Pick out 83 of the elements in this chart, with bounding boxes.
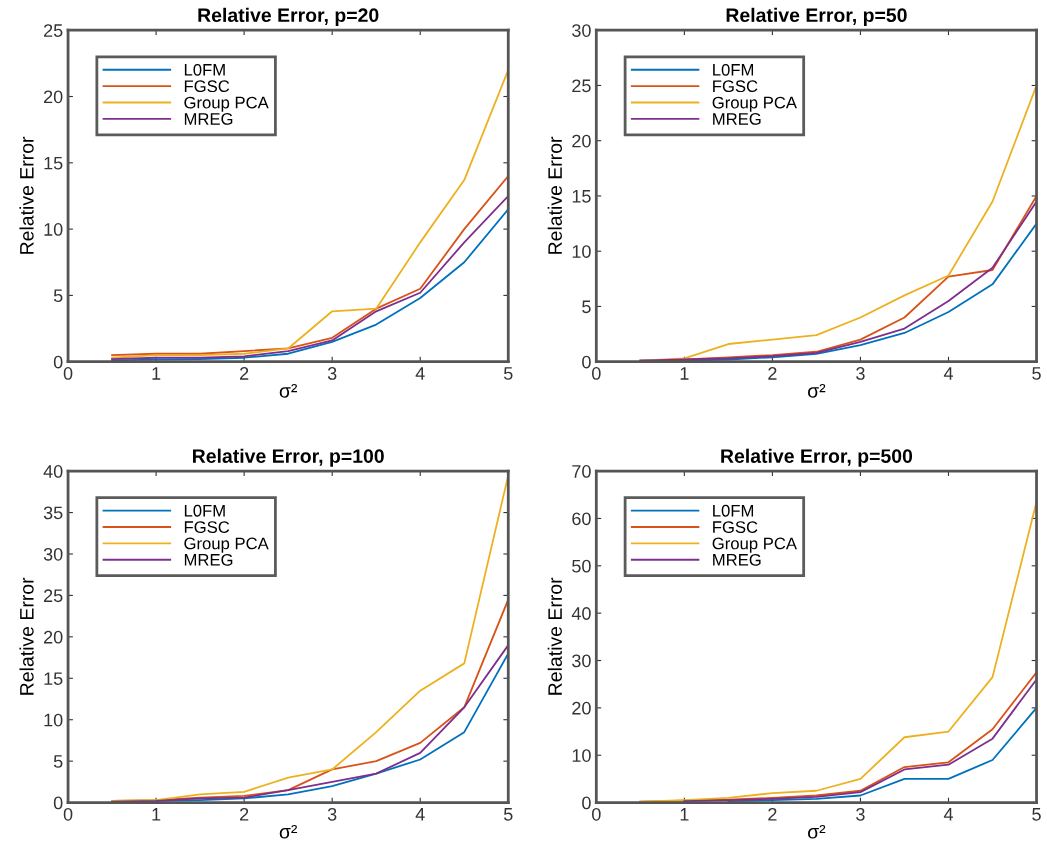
x-tick-label: 1	[152, 367, 161, 380]
x-axis-title: σ²	[808, 383, 826, 398]
x-tick-label: 2	[240, 367, 249, 380]
y-axis-title: Relative Error	[547, 577, 562, 695]
y-tick-label: 10	[572, 749, 591, 762]
y-tick-label: 20	[572, 134, 591, 148]
x-tick-label: 4	[943, 808, 953, 821]
y-axis-title: Relative Error	[19, 136, 34, 254]
x-tick-label: 0	[592, 807, 601, 821]
chart-title: Relative Error, p=500	[721, 448, 913, 467]
legend-label: FGSC	[184, 80, 230, 93]
y-tick-label: 25	[572, 79, 591, 93]
y-tick-label: 0	[582, 355, 591, 369]
y-tick-label: 15	[44, 156, 63, 170]
legend-label: Group PCA	[184, 96, 269, 112]
y-tick-label: 50	[572, 559, 591, 573]
y-tick-label: 15	[572, 190, 591, 203]
legend-label: Group PCA	[712, 537, 797, 553]
x-tick-label: 2	[240, 807, 249, 821]
y-tick-label: 10	[44, 713, 63, 727]
y-tick-label: 40	[43, 465, 63, 478]
y-tick-label: 20	[44, 90, 63, 104]
y-tick-label: 35	[43, 506, 63, 520]
y-tick-label: 25	[44, 589, 63, 603]
x-tick-label: 1	[680, 367, 689, 380]
x-tick-label: 5	[503, 367, 513, 380]
x-tick-label: 5	[1032, 367, 1041, 380]
legend-label: FGSC	[184, 521, 230, 533]
y-axis-title: Relative Error	[19, 577, 34, 695]
y-tick-label: 5	[53, 289, 63, 303]
y-axis-title: Relative Error	[547, 136, 562, 254]
y-tick-label: 5	[53, 755, 63, 768]
y-tick-label: 10	[44, 223, 63, 236]
x-tick-label: 0	[63, 367, 73, 380]
y-tick-label: 25	[44, 24, 63, 37]
y-tick-label: 15	[44, 672, 63, 685]
legend-label: L0FM	[184, 63, 225, 76]
y-tick-label: 30	[43, 547, 63, 561]
x-tick-label: 4	[415, 367, 425, 380]
y-tick-label: 20	[44, 630, 63, 644]
chart-title: Relative Error, p=20	[198, 7, 379, 26]
x-axis-title: σ²	[808, 824, 826, 839]
x-tick-label: 1	[680, 808, 689, 821]
x-tick-label: 3	[327, 807, 337, 821]
legend-label: FGSC	[713, 80, 758, 93]
legend-label: MREG	[713, 113, 761, 125]
legend-label: MREG	[184, 113, 233, 125]
y-tick-label: 70	[572, 465, 591, 478]
legend-label: Group PCA	[712, 96, 797, 112]
x-tick-label: 4	[943, 367, 953, 380]
x-tick-label: 1	[152, 808, 161, 821]
y-tick-label: 0	[53, 355, 63, 369]
x-tick-label: 0	[63, 807, 73, 821]
x-tick-label: 5	[1032, 808, 1041, 821]
y-tick-label: 0	[53, 796, 63, 810]
y-tick-label: 20	[572, 701, 591, 715]
legend-label: L0FM	[713, 504, 754, 517]
x-axis-title: σ²	[279, 383, 298, 398]
x-tick-label: 3	[856, 367, 865, 380]
y-tick-label: 5	[582, 300, 591, 314]
y-tick-label: 30	[572, 24, 591, 37]
x-tick-label: 3	[327, 367, 337, 380]
x-tick-label: 0	[592, 367, 601, 380]
x-tick-label: 2	[768, 367, 777, 380]
y-tick-label: 60	[572, 512, 591, 526]
y-tick-label: 30	[572, 654, 591, 668]
line-series	[683, 678, 1037, 803]
y-tick-label: 10	[572, 245, 591, 258]
legend-label: L0FM	[184, 504, 225, 517]
x-tick-label: 3	[856, 807, 865, 821]
chart-title: Relative Error, p=100	[193, 448, 384, 467]
legend-label: Group PCA	[184, 537, 269, 553]
x-axis-title: σ²	[279, 824, 298, 839]
legend-label: MREG	[184, 553, 233, 566]
legend-label: FGSC	[713, 521, 758, 533]
legend-label: MREG	[713, 553, 761, 566]
x-tick-label: 4	[415, 808, 425, 821]
y-tick-label: 0	[582, 796, 591, 810]
chart-title: Relative Error, p=50	[726, 7, 907, 26]
legend-label: L0FM	[713, 63, 754, 76]
x-tick-label: 2	[768, 807, 777, 821]
x-tick-label: 5	[503, 808, 513, 821]
y-tick-label: 40	[571, 607, 591, 620]
